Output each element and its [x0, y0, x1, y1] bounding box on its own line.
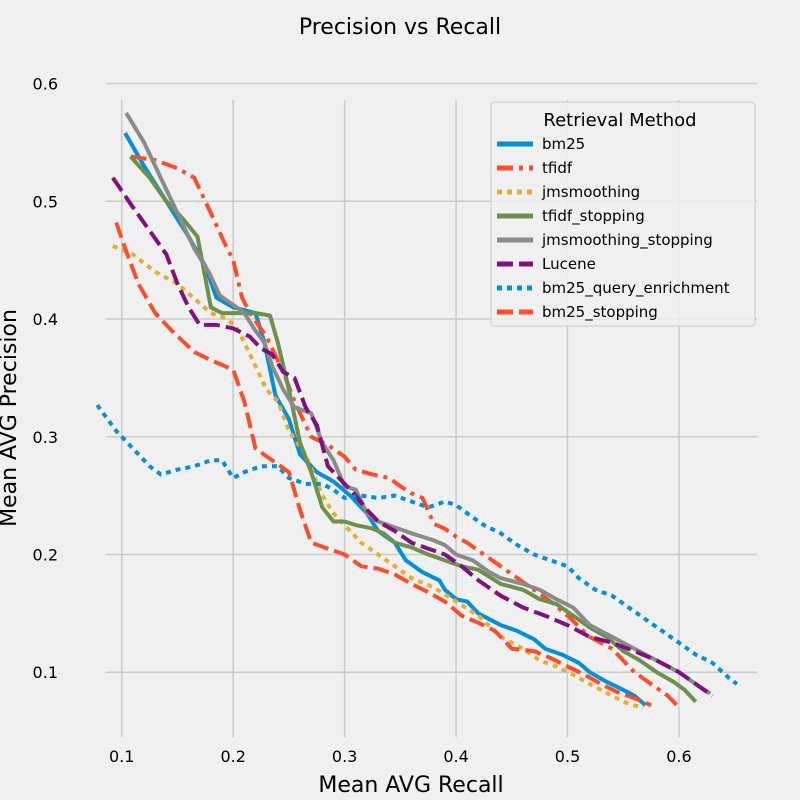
x-tick-label: 0.3	[332, 747, 357, 766]
series-line-tfidf	[130, 154, 679, 707]
series-line-tfidf-stopping	[129, 155, 698, 704]
legend-items: bm25 tfidf jmsmoothing tfidf_stoppingjmsmoo…	[497, 135, 730, 322]
legend: Retrieval Method bm25 tfidf jmsmoothing tfi…	[490, 101, 756, 327]
series-line-bm25-query-enrichment	[95, 403, 739, 686]
x-tick-label: 0.1	[109, 747, 134, 766]
legend-frame	[490, 101, 756, 327]
legend-label-bm25: bm25	[542, 135, 585, 153]
x-tick-label: 0.5	[555, 747, 580, 766]
x-tick-label: 0.2	[220, 747, 245, 766]
legend-title: Retrieval Method	[543, 110, 696, 131]
y-tick-label: 0.6	[33, 75, 58, 94]
series-layer	[95, 111, 739, 710]
series-line-bm25-stopping	[114, 221, 652, 708]
legend-label-bm25-stopping: bm25_stopping	[542, 303, 658, 322]
series-line-Lucene	[111, 176, 714, 698]
x-tick-label: 0.6	[666, 747, 691, 766]
legend-label-tfidf-stopping: tfidf_stopping	[542, 207, 645, 226]
y-tick-label: 0.2	[33, 546, 58, 565]
legend-label-jmsmoothing: jmsmoothing	[541, 183, 640, 201]
y-axis-label: Mean AVG Precision	[0, 309, 22, 527]
y-tick-label: 0.1	[33, 663, 58, 682]
legend-label-bm25-query-enrichment: bm25_query_enrichment	[542, 279, 730, 298]
series-line-jmsmoothing	[112, 244, 644, 710]
chart-title: Precision vs Recall	[299, 15, 501, 40]
legend-label-tfidf: tfidf	[542, 159, 573, 177]
x-axis-label: Mean AVG Recall	[318, 773, 503, 798]
y-tick-label: 0.5	[33, 192, 58, 211]
y-tick-label: 0.3	[33, 428, 58, 447]
y-tick-label: 0.4	[33, 310, 58, 329]
x-tick-label: 0.4	[443, 747, 468, 766]
legend-label-jmsmoothing-stopping: jmsmoothing_stopping	[541, 231, 713, 250]
tick-labels: 0.1 0.2 0.3 0.4 0.5 0.6 0.1 0.2 0.3 0.4 0.5 0.6	[33, 75, 692, 766]
legend-label-Lucene: Lucene	[542, 255, 596, 273]
